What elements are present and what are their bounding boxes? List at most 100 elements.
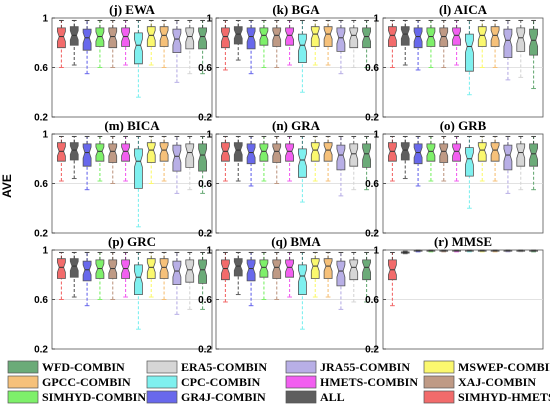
box-hmets-combin — [121, 251, 131, 298]
box-jra55-combin — [503, 249, 513, 253]
box-mswep-combin — [310, 251, 320, 298]
legend-label: JRA55-COMBIN — [320, 360, 410, 374]
y-tick-label: 0.6 — [365, 63, 379, 74]
legend-label: SIMHYD-COMBIN — [42, 390, 146, 404]
box-cpc-combin — [133, 19, 143, 98]
panel-1: 0.2 0.6 1 (j) EWA — [34, 2, 213, 124]
box-cpc-combin — [464, 19, 474, 96]
legend-item-xaj-combin: XAJ-COMBIN — [423, 375, 536, 389]
legend-item-wfd-combin: WFD-COMBIN — [7, 360, 125, 374]
panels-group: 0.2 0.6 1 (j) EWA 0.2 0.6 1 (k) BGA 0.2 0.6 1 (l) A… — [34, 2, 544, 356]
box-body — [95, 27, 105, 47]
box-gr4j-combin — [413, 135, 423, 187]
y-tick-label: 1 — [42, 246, 48, 257]
legend-swatch — [146, 375, 178, 389]
box-body — [172, 28, 182, 53]
box-body — [464, 147, 474, 177]
box-jra55-combin — [336, 251, 346, 310]
box-body — [426, 143, 436, 162]
box-era5-combin — [185, 19, 195, 75]
y-tick-label: 0.2 — [365, 113, 379, 124]
box-body — [121, 143, 131, 162]
box-gpcc-combin — [490, 19, 500, 68]
box-gpcc-combin — [323, 19, 333, 66]
box-body — [452, 143, 462, 162]
box-body — [272, 143, 282, 163]
box-body — [477, 26, 487, 47]
box-xaj-combin — [272, 19, 282, 68]
legend-label: CPC-COMBIN — [181, 375, 261, 389]
box-wfd-combin — [362, 19, 372, 68]
box-body — [336, 260, 346, 287]
legend-label: GPCC-COMBIN — [42, 375, 131, 389]
box-simhyd-combin — [259, 251, 269, 300]
box-body — [426, 27, 436, 47]
box-simhyd-hmets — [387, 251, 397, 307]
box-jra55-combin — [503, 135, 513, 194]
legend-swatch — [7, 360, 39, 374]
y-tick-label: 1 — [373, 14, 379, 25]
box-gpcc-combin — [323, 251, 333, 298]
box-hmets-combin — [121, 19, 131, 66]
legend-swatch — [146, 360, 178, 374]
box-simhyd-combin — [426, 135, 436, 182]
panel-title: (m) BICA — [104, 118, 160, 133]
panel-title: (p) GRC — [108, 234, 156, 249]
box-body — [323, 258, 333, 279]
box-hmets-combin — [285, 251, 295, 298]
box-cpc-combin — [464, 135, 474, 209]
box-jra55-combin — [336, 135, 346, 197]
y-tick-label: 1 — [373, 246, 379, 257]
legend-item-hmets-combin: HMETS-COMBIN — [285, 375, 418, 389]
box-body — [198, 259, 208, 284]
legend-swatch — [146, 390, 178, 404]
box-simhyd-combin — [95, 135, 105, 182]
box-jra55-combin — [503, 19, 513, 81]
box-mswep-combin — [310, 19, 320, 66]
legend-label: ALL — [320, 390, 345, 404]
box-gr4j-combin — [413, 249, 423, 253]
legend-label: WFD-COMBIN — [42, 360, 125, 374]
legend-label: XAJ-COMBIN — [458, 375, 536, 389]
box-wfd-combin — [198, 135, 208, 194]
box-mswep-combin — [146, 251, 156, 298]
box-simhyd-combin — [426, 19, 436, 68]
legend-item-all: ALL — [285, 390, 345, 404]
box-body — [121, 27, 131, 47]
box-body — [69, 26, 79, 46]
box-body — [413, 143, 423, 165]
legend-swatch — [7, 375, 39, 389]
box-body — [336, 27, 346, 52]
box-all — [233, 135, 243, 182]
box-simhyd-hmets — [220, 135, 230, 182]
box-body — [413, 27, 423, 49]
box-era5-combin — [516, 135, 526, 191]
box-body — [349, 259, 359, 281]
box-wfd-combin — [362, 251, 372, 303]
box-body — [272, 259, 282, 279]
legend-swatch — [423, 375, 455, 389]
box-mswep-combin — [146, 135, 156, 184]
box-body — [336, 144, 346, 171]
panel-2: 0.2 0.6 1 (k) BGA — [198, 2, 377, 124]
box-simhyd-combin — [259, 135, 269, 182]
box-body — [452, 27, 462, 46]
y-tick-label: 0.6 — [198, 179, 212, 190]
box-xaj-combin — [108, 135, 118, 184]
panel-3: 0.2 0.6 1 (l) AICA — [365, 2, 544, 124]
box-gr4j-combin — [246, 19, 256, 75]
box-hmets-combin — [452, 135, 462, 182]
box-jra55-combin — [172, 135, 182, 194]
box-body — [121, 259, 131, 279]
box-xaj-combin — [108, 251, 118, 300]
box-xaj-combin — [272, 135, 282, 184]
box-body — [285, 259, 295, 278]
legend-label: SIMHYD-HMETS — [458, 390, 550, 404]
box-body — [233, 142, 243, 162]
box-body — [82, 143, 92, 167]
box-body — [57, 27, 66, 49]
box-mswep-combin — [477, 135, 487, 182]
box-body — [439, 27, 449, 47]
box-gr4j-combin — [246, 251, 256, 307]
box-gpcc-combin — [159, 135, 169, 182]
